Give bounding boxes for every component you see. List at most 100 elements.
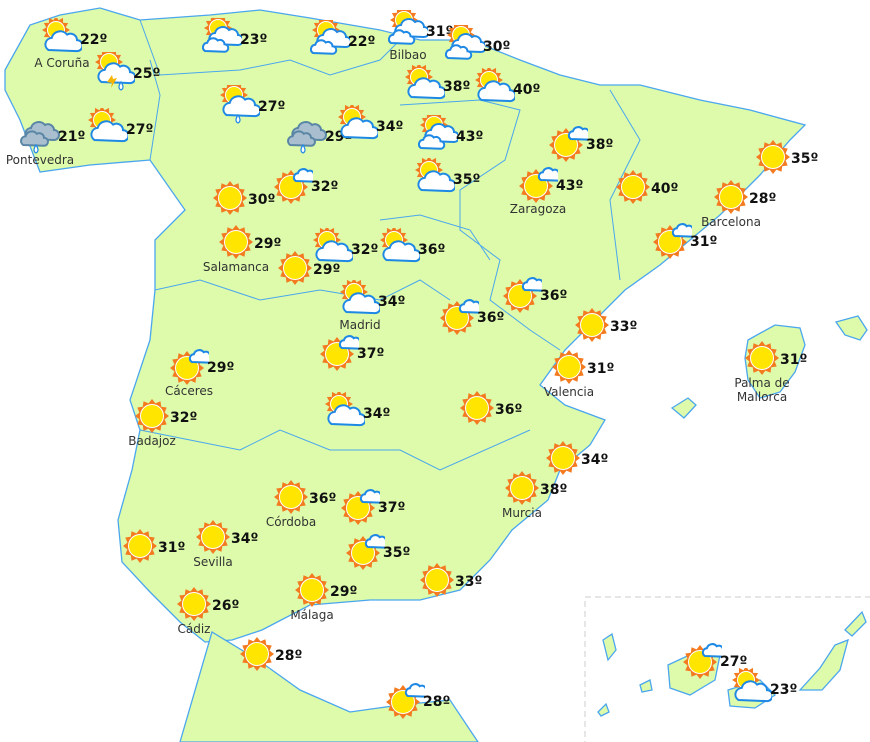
temperature: 34º [581,452,609,468]
temperature: 34º [231,531,259,547]
temperature: 28º [423,694,451,710]
sun-icon [219,225,253,259]
temperature: 34º [378,294,406,310]
canary-island [798,638,849,691]
temperature: 30º [248,192,276,208]
temperature: 34º [376,119,404,135]
city-label: Badajoz [128,434,176,448]
temperature: 31º [426,24,454,40]
city-label: Murcia [502,506,542,520]
sun-cloud-icon [683,643,722,679]
sun-icon [240,637,274,671]
sun-icon [213,181,247,215]
city-label: Sevilla [193,555,233,569]
cloud-sun-icon [338,105,378,140]
sun-cloud-icon [320,335,359,371]
temperature: 38º [586,137,614,153]
clouds-sun-icon [445,25,485,60]
sun-icon [295,573,329,607]
cloud-sun-icon [325,392,365,427]
temperature: 29º [254,236,282,252]
sun-cloud-icon [274,168,313,204]
temperature: 36º [418,242,446,258]
cloud-sun-icon [88,108,128,143]
city-label: A Coruña [34,56,90,70]
temperature: 33º [610,319,638,335]
temperature: 36º [495,402,523,418]
sun-icon [135,399,169,433]
temperature: 22º [348,34,376,50]
city-label: Málaga [290,608,334,622]
storm-icon [95,52,135,91]
cloud-sun-icon [732,668,772,703]
peninsula [4,7,807,643]
temperature: 23º [240,32,268,48]
temperature: 38º [540,482,568,498]
temperature: 31º [158,540,186,556]
temperature: 38º [443,79,471,95]
menorca [834,315,868,341]
city-label: Zaragoza [509,202,567,216]
ibiza [670,397,697,419]
sun-icon [274,480,308,514]
temperature: 26º [212,598,240,614]
sun-icon [177,587,211,621]
region-borders [139,19,641,471]
city-label: Cáceres [164,384,214,398]
temperature: 32º [170,410,198,426]
sun-cloud-icon [440,299,479,335]
temperature: 35º [791,151,819,167]
city-label: Barcelona [701,215,761,229]
cloud-sun-icon [313,228,353,263]
temperature: 36º [540,288,568,304]
temperature: 29º [330,584,358,600]
temperature: 36º [309,491,337,507]
city-label: Salamanca [202,260,270,274]
temperature: 27º [126,122,154,138]
temperature: 35º [453,172,481,188]
canary-island [602,632,617,662]
cloud-sun-icon [415,158,455,193]
temperature: 43º [556,178,584,194]
clouds-sun-icon [310,20,350,55]
overcast-rain-icon [20,121,60,154]
cloud-sun-icon [42,18,82,53]
clouds-sun-icon [388,10,428,45]
temperature: 34º [363,406,391,422]
sun-cloud-icon [341,489,380,525]
sun-cloud-icon [170,349,209,385]
sun-cloud-icon [549,126,588,162]
temperature: 40º [651,181,679,197]
temperature: 37º [357,346,385,362]
sun-icon [123,529,157,563]
temperature: 28º [275,648,303,664]
temperature: 32º [351,242,379,258]
temperature: 28º [749,191,777,207]
temperature: 21º [58,129,86,145]
temperature: 27º [258,99,286,115]
clouds-sun-icon [202,18,242,53]
temperature: 31º [690,234,718,250]
sun-icon [278,251,312,285]
sun-icon [505,471,539,505]
temperature: 22º [80,32,108,48]
temperature: 35º [383,545,411,561]
sun-cloud-icon [653,223,692,259]
city-label: Cádiz [177,622,211,636]
temperature: 37º [378,500,406,516]
mallorca [744,324,806,399]
city-label: Pontevedra [5,153,75,167]
temperature: 23º [770,682,798,698]
canary-island [639,679,653,693]
sun-cloud-icon [519,167,558,203]
sun-icon [714,180,748,214]
cloud-sun-icon [405,65,445,100]
temperature: 30º [483,39,511,55]
cloud-sun-icon [475,68,515,103]
temperature: 43º [456,129,484,145]
city-label: Palma de Mallorca [734,376,790,404]
north-africa [179,631,479,742]
city-label: Valencia [543,385,595,399]
clouds-sun-icon [418,115,458,150]
